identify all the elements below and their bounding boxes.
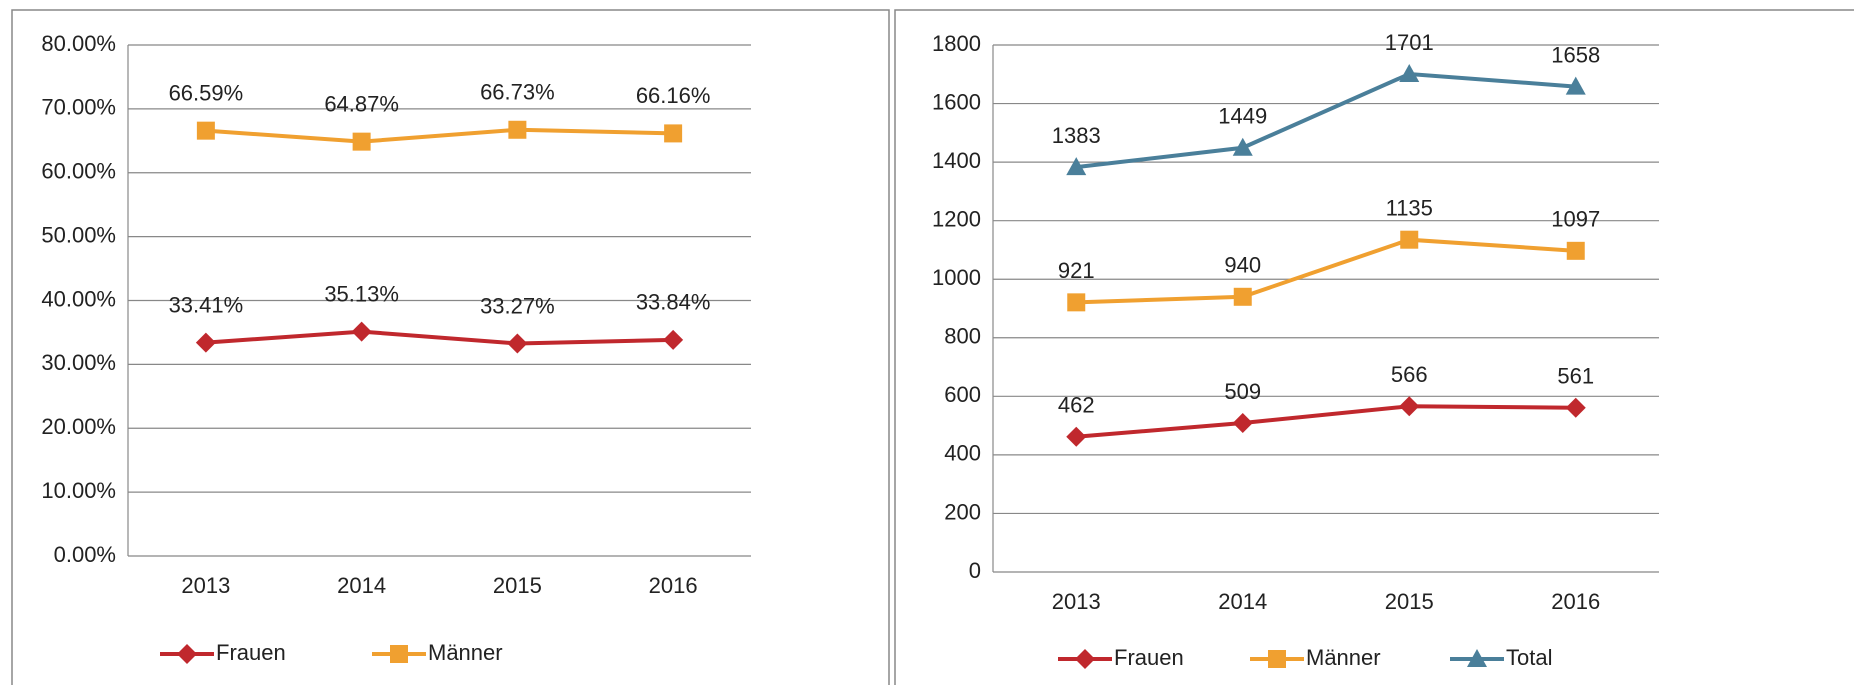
series-line — [205, 329, 674, 346]
series-line — [205, 127, 674, 144]
x-tick-label: 2015 — [1385, 589, 1434, 614]
data-label: 1449 — [1218, 104, 1267, 129]
data-label: 921 — [1058, 258, 1095, 283]
data-label: 66.73% — [480, 80, 555, 105]
marker — [1232, 412, 1253, 433]
data-label: 64.87% — [324, 91, 399, 116]
marker — [390, 645, 408, 663]
y-tick-label: 1600 — [932, 89, 981, 114]
data-label: 509 — [1224, 379, 1261, 404]
x-tick-label: 2016 — [1551, 589, 1600, 614]
y-tick-label: 1200 — [932, 206, 981, 231]
legend-label: Männer — [1306, 645, 1381, 670]
legend-label: Frauen — [216, 640, 286, 665]
marker — [1233, 287, 1252, 306]
marker — [663, 329, 684, 350]
y-tick-label: 1000 — [932, 265, 981, 290]
legend-label: Frauen — [1114, 645, 1184, 670]
series-line — [1076, 71, 1576, 170]
marker — [1268, 650, 1286, 668]
y-tick-label: 80.00% — [41, 31, 116, 56]
y-tick-label: 600 — [944, 382, 981, 407]
legend-label: Total — [1506, 645, 1552, 670]
y-tick-label: 0.00% — [54, 542, 116, 567]
marker — [196, 121, 215, 140]
marker — [177, 644, 197, 664]
data-label: 1097 — [1551, 207, 1600, 232]
marker — [1067, 293, 1086, 312]
data-label: 1135 — [1386, 196, 1433, 221]
marker — [1566, 241, 1585, 260]
data-label: 462 — [1058, 393, 1095, 418]
marker — [1399, 396, 1420, 417]
marker — [507, 333, 528, 354]
data-label: 33.41% — [169, 292, 244, 317]
x-tick-label: 2014 — [1218, 589, 1267, 614]
marker — [1399, 63, 1420, 82]
marker — [1075, 649, 1095, 669]
x-tick-label: 2013 — [1052, 589, 1101, 614]
y-tick-label: 10.00% — [41, 478, 116, 503]
series-line — [1076, 404, 1576, 439]
panel-frame — [894, 9, 1854, 685]
legend-label: Männer — [428, 640, 503, 665]
y-tick-label: 30.00% — [41, 350, 116, 375]
marker — [508, 120, 527, 139]
data-label: 1701 — [1385, 30, 1434, 55]
data-label: 35.13% — [324, 281, 399, 306]
y-tick-label: 70.00% — [41, 95, 116, 120]
y-tick-label: 800 — [944, 324, 981, 349]
marker — [195, 332, 216, 353]
y-tick-label: 20.00% — [41, 414, 116, 439]
data-label: 561 — [1557, 364, 1594, 389]
data-label: 33.27% — [480, 293, 555, 318]
data-label: 66.16% — [636, 83, 711, 108]
x-tick-label: 2014 — [337, 573, 386, 598]
marker — [1467, 649, 1487, 667]
series-line — [1076, 237, 1576, 305]
data-label: 1658 — [1551, 42, 1600, 67]
marker — [1565, 76, 1586, 95]
data-label: 1383 — [1052, 123, 1101, 148]
marker — [664, 124, 683, 143]
data-label: 33.84% — [636, 290, 711, 315]
panel-frame — [11, 9, 890, 685]
marker — [351, 321, 372, 342]
y-tick-label: 40.00% — [41, 286, 116, 311]
y-tick-label: 60.00% — [41, 159, 116, 184]
x-tick-label: 2016 — [649, 573, 698, 598]
y-tick-label: 1400 — [932, 148, 981, 173]
marker — [1565, 397, 1586, 418]
data-label: 566 — [1391, 362, 1428, 387]
marker — [1232, 137, 1253, 156]
marker — [1066, 426, 1087, 447]
data-label: 66.59% — [169, 80, 244, 105]
marker — [1066, 157, 1087, 176]
marker — [1400, 230, 1419, 249]
data-label: 940 — [1224, 253, 1261, 278]
x-tick-label: 2013 — [181, 573, 230, 598]
marker — [352, 132, 371, 151]
y-tick-label: 50.00% — [41, 222, 116, 247]
y-tick-label: 0 — [969, 558, 981, 583]
y-tick-label: 400 — [944, 441, 981, 466]
x-tick-label: 2015 — [493, 573, 542, 598]
y-tick-label: 1800 — [932, 31, 981, 56]
y-tick-label: 200 — [944, 499, 981, 524]
